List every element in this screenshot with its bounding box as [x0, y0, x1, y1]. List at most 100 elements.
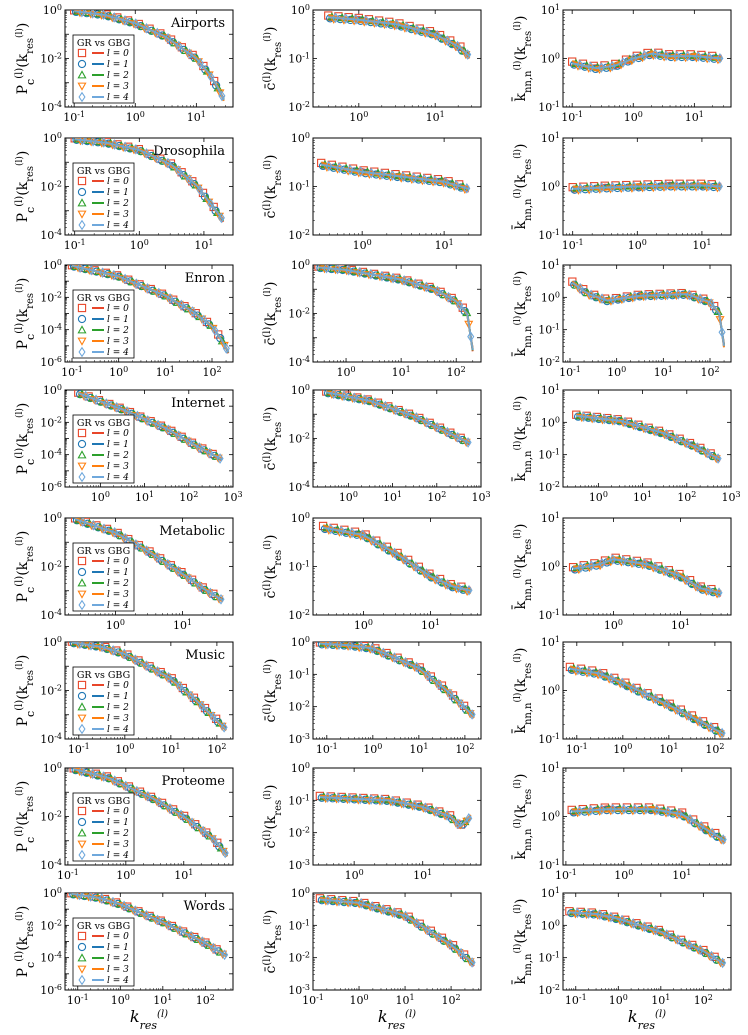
- x-tick-label: 10-1: [63, 110, 85, 125]
- y-tick-label: 100: [291, 635, 310, 650]
- data-point-l4: [379, 904, 387, 915]
- data-point-l4: [380, 541, 388, 553]
- data-point-l4: [346, 164, 354, 176]
- y-tick-label: 101: [541, 383, 560, 398]
- legend-label: l = 1: [107, 440, 129, 450]
- data-point-l4: [218, 90, 226, 102]
- data-point-l4: [432, 806, 440, 817]
- x-tick-label: 100: [363, 742, 382, 757]
- legend-label: l = 1: [107, 818, 129, 828]
- series-group: [67, 642, 228, 733]
- data-point-l4: [89, 768, 97, 780]
- data-point-l4: [684, 50, 692, 62]
- x-tick-label: 100: [337, 365, 356, 380]
- y-tick-label: 10-6: [40, 983, 62, 998]
- legend-label: l = 4: [107, 221, 129, 231]
- x-tick-label: 102: [179, 490, 198, 505]
- data-point-l4: [378, 168, 386, 180]
- data-point-l4: [399, 171, 407, 183]
- series-group: [74, 390, 224, 464]
- legend-marker: [77, 953, 87, 962]
- data-point-l4: [433, 285, 441, 297]
- x-tick-label: 100: [339, 490, 358, 505]
- series-line-l4: [571, 808, 726, 842]
- x-tick-label: 100: [106, 618, 125, 633]
- data-point-l1: [200, 192, 210, 201]
- data-point-l4: [209, 942, 217, 954]
- y-tick-label: 10-2: [288, 306, 310, 321]
- x-tick-label: 100: [349, 110, 368, 125]
- x-tick-label: 100: [604, 618, 623, 633]
- y-tick-label: 10-2: [288, 431, 310, 446]
- y-axis-label: Pc(l)(kres(l)): [14, 655, 37, 727]
- legend-frame: [72, 542, 135, 612]
- panel-metabolic-c: 10-2 10-1 100 100 101 c̄(l)(kres(l)): [262, 511, 482, 632]
- data-point-l4: [388, 170, 397, 181]
- x-tick-label: 101: [194, 238, 213, 253]
- data-point-l0: [67, 642, 77, 646]
- data-point-l4: [390, 652, 398, 663]
- data-point-l4: [596, 668, 604, 679]
- y-axis-label: k̄nn,n(l)(kres(l)): [511, 898, 534, 984]
- data-point-l4: [422, 281, 430, 293]
- data-point-l4: [210, 834, 218, 846]
- y-tick-label: 10-1: [288, 667, 310, 682]
- x-tick-label: 101: [153, 993, 172, 1008]
- y-tick-label: 10-2: [538, 480, 560, 495]
- data-point-l4: [176, 680, 184, 692]
- x-tick-label: 102: [447, 365, 466, 380]
- panel-enron-c: 10-4 10-2 100 100 101 102 c̄(l)(kres(l)): [262, 258, 482, 380]
- data-point-l4: [324, 792, 332, 803]
- legend-label: l = 2: [107, 703, 129, 713]
- data-point-l4: [154, 914, 162, 926]
- data-point-l4: [573, 907, 581, 919]
- x-axis-label: kres(l): [378, 1007, 416, 1032]
- data-point-l4: [609, 803, 617, 815]
- x-tick-label: 101: [651, 993, 670, 1008]
- data-point-l4: [325, 160, 333, 172]
- legend-marker: [77, 450, 87, 459]
- series-group: [67, 893, 229, 961]
- data-point-l4: [402, 910, 410, 922]
- panel-airports-knn: 10-1 100 101 10-1 100 101 k̄nn,n(l)(kres(l)): [511, 3, 732, 124]
- y-axis-label: k̄nn,n(l)(kres(l)): [511, 647, 534, 733]
- y-tick-label: 10-2: [288, 608, 310, 623]
- data-point-l4: [403, 21, 411, 33]
- data-point-l4: [590, 412, 598, 424]
- data-point-l4: [435, 931, 443, 943]
- series-group: [67, 265, 230, 354]
- data-point-l4: [454, 431, 462, 443]
- y-tick-label: 10-3: [288, 858, 310, 873]
- legend-marker: [77, 303, 87, 313]
- legend-label: l = 3: [107, 82, 129, 92]
- x-tick-label: 10-1: [68, 742, 90, 757]
- panel-title: Music: [185, 648, 225, 663]
- data-point-l4: [412, 561, 420, 572]
- legend-marker: [78, 346, 86, 358]
- data-point-l4: [704, 447, 712, 459]
- data-point-l4: [410, 172, 418, 184]
- legend-marker: [77, 965, 87, 974]
- legend-label: l = 0: [107, 807, 129, 817]
- data-point-l4: [663, 289, 672, 301]
- data-point-l4: [463, 183, 471, 194]
- data-point-l4: [587, 182, 595, 194]
- data-point-l4: [609, 294, 617, 306]
- y-tick-label: 100: [541, 290, 560, 305]
- data-point-l4: [342, 13, 350, 24]
- y-tick-label: 100: [291, 761, 310, 776]
- legend-label: l = 1: [107, 943, 129, 953]
- legend-title: GR vs GBG: [77, 166, 130, 177]
- data-point-l4: [100, 138, 108, 148]
- y-tick-label: 101: [541, 511, 560, 526]
- panel-music-c: 10-3 10-2 10-1 100 10-1 100 101 102 c̄(l)(kres(l…: [262, 635, 482, 757]
- data-point-l4: [142, 148, 151, 159]
- series-line-l4: [569, 911, 726, 965]
- legend-marker: [77, 82, 87, 91]
- data-point-l4: [652, 425, 660, 437]
- legend-marker: [77, 70, 87, 79]
- x-tick-label: 103: [223, 490, 242, 505]
- data-point-l4: [683, 437, 691, 449]
- y-tick-label: 100: [43, 131, 62, 146]
